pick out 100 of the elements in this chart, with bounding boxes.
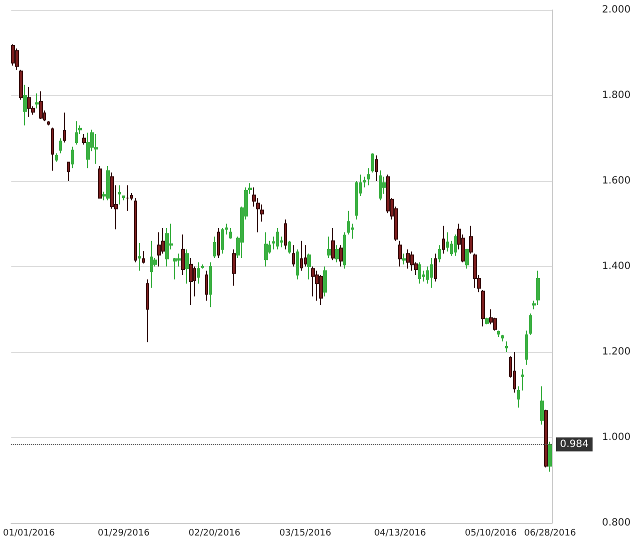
candlestick [165, 228, 169, 267]
candlestick [521, 368, 524, 391]
candlestick [27, 86, 31, 118]
ref-line-label: 0.984 [560, 438, 589, 450]
candlestick [536, 270, 540, 306]
candlestick [469, 225, 473, 254]
candlestick [529, 313, 532, 336]
candlestick [434, 253, 437, 282]
candlestick [454, 234, 457, 256]
y-tick-label: 1.000 [602, 432, 631, 443]
candlestick [284, 218, 287, 250]
candlestick [331, 228, 335, 261]
candlestick [98, 166, 102, 199]
candlestick [150, 240, 153, 288]
candlestick [189, 257, 193, 306]
candlestick [465, 248, 469, 270]
candlestick [339, 244, 343, 267]
candlestick [343, 232, 346, 270]
candlestick [126, 184, 129, 212]
candlestick [209, 262, 212, 308]
candlestick [485, 317, 489, 325]
candlestick [213, 236, 216, 258]
y-tick-label: 1.400 [602, 261, 631, 272]
candlestick [311, 266, 315, 297]
candlestick [371, 152, 374, 173]
candlestick [15, 48, 19, 70]
candlestick [264, 232, 268, 267]
candlestick [398, 240, 402, 267]
candlestick [229, 228, 232, 240]
candlestick [75, 120, 78, 146]
candlestick [201, 264, 204, 270]
candlestick [548, 441, 552, 472]
candlestick [288, 240, 291, 254]
candlestick [517, 386, 520, 408]
candlestick [544, 409, 548, 468]
y-tick-label: 1.200 [602, 346, 631, 358]
candlestick [501, 334, 504, 342]
candlestick [347, 210, 350, 235]
x-tick-label: 04/13/2016 [374, 528, 426, 538]
y-tick-label: 1.800 [602, 90, 631, 101]
candlestick [418, 262, 421, 284]
candlestick [540, 386, 544, 426]
candlestick [304, 244, 307, 267]
candlestick [19, 69, 23, 100]
candlestick [410, 251, 414, 272]
candlestick [300, 240, 303, 272]
candlestick [55, 152, 58, 162]
candlestick [106, 166, 110, 201]
candlestick [481, 290, 485, 327]
candlestick [142, 250, 145, 264]
x-tick-label: 05/10/2016 [464, 528, 518, 538]
candlestick [379, 170, 382, 201]
candlestick [23, 84, 27, 126]
candlestick [525, 330, 528, 366]
candlestick [35, 92, 39, 109]
candlestick [276, 228, 279, 250]
candlestick [473, 253, 477, 288]
x-tick-label: 03/15/2016 [279, 528, 332, 538]
candlestick [438, 244, 441, 263]
y-tick-label: 2.000 [602, 4, 631, 16]
candlestick [513, 352, 516, 394]
candlestick [323, 266, 327, 297]
candlestick [82, 133, 86, 146]
y-tick-label: 1.600 [602, 176, 631, 186]
candlestick [122, 195, 125, 201]
candlestick [221, 228, 224, 254]
candlestick [307, 253, 311, 280]
x-tick-label: 01/01/2016 [2, 528, 56, 538]
candlestick [402, 253, 406, 265]
candlestick [430, 257, 433, 288]
x-tick-label: 06/28/2016 [524, 528, 576, 538]
candlestick [59, 138, 62, 154]
candlestick [197, 262, 200, 284]
candlestick [67, 161, 70, 182]
x-tick-label: 02/20/2016 [188, 528, 241, 538]
candlestick [367, 168, 370, 186]
candlestick [505, 340, 508, 352]
candlestick [71, 146, 74, 169]
candlestick [173, 257, 177, 280]
candlestick [86, 132, 90, 169]
y-tick-label: 0.800 [602, 518, 631, 528]
candlestick [406, 248, 410, 270]
candlestick [63, 112, 66, 144]
candlestick [138, 242, 141, 272]
candlestick [335, 244, 339, 263]
candlestick [217, 228, 220, 258]
candlestick [185, 248, 189, 284]
candlestick [442, 225, 445, 254]
candlestick [446, 232, 449, 252]
candlestick [39, 90, 43, 120]
candlestick [315, 270, 319, 302]
candlestick [94, 133, 98, 164]
candlestick [327, 236, 331, 258]
candlestick [118, 184, 121, 206]
candlestick [232, 248, 236, 286]
candlestick [181, 234, 185, 276]
candlestick [157, 232, 161, 267]
candlestick [51, 127, 54, 172]
x-tick-label: 01/29/2016 [98, 528, 150, 538]
candlestick [146, 278, 149, 343]
